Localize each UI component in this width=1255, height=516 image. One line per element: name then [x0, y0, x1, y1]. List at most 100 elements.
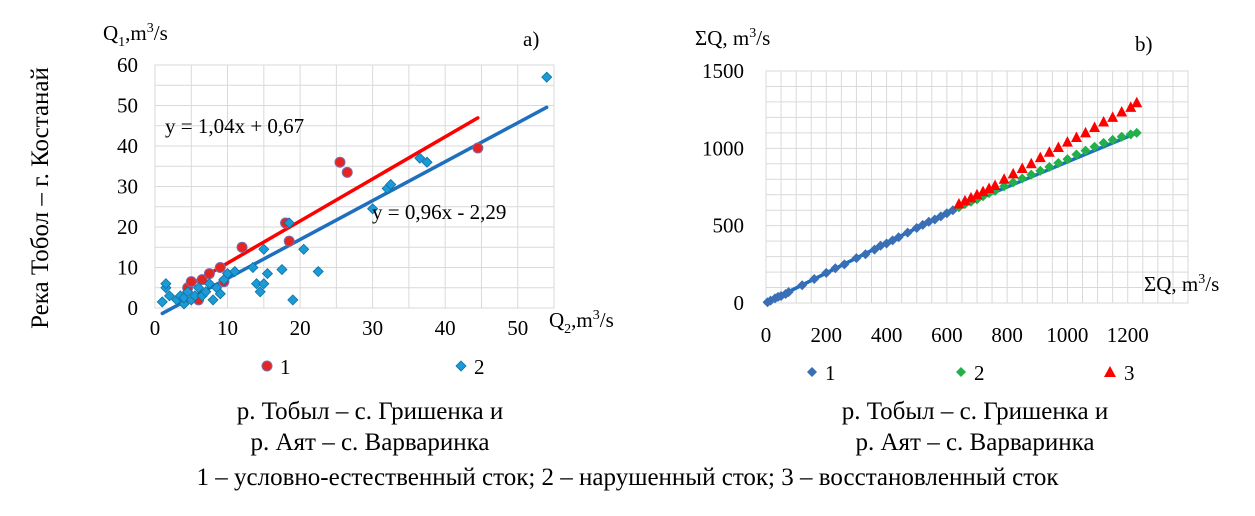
chart-b-point-series-3 [1034, 151, 1046, 163]
chart-b-point-series-3 [1007, 167, 1019, 179]
figure-footnote: 1 – условно-естественный сток; 2 – наруш… [196, 464, 1059, 491]
chart-a-point-series-2 [247, 261, 259, 274]
chart-a-xlabel-sub: 2 [564, 322, 571, 337]
chart-b-y-tick-label: 0 [734, 291, 745, 315]
chart-a-equation-1: y = 1,04x + 0,67 [165, 114, 304, 138]
chart-b-points [762, 96, 1143, 308]
chart-a-point-series-2 [385, 178, 397, 191]
chart-b-point-series-3 [1089, 121, 1101, 132]
chart-a-equation-2: y = 0,96x - 2,29 [372, 200, 506, 224]
chart-a-legend-label-1: 1 [280, 355, 291, 379]
chart-b-y-tick-labels: 0 500 1000 1500 [702, 59, 744, 315]
chart-b-point-series-2 [1026, 169, 1037, 180]
chart-b-legend-label-1: 1 [825, 361, 836, 385]
chart-a-point-series-2 [298, 243, 310, 255]
chart-b: 0 500 1000 1500 0 200 400 600 800 1000 1200 ΣQ, m… [695, 26, 1219, 385]
chart-a-points [156, 71, 553, 310]
chart-a-legend: 1 2 [261, 355, 485, 379]
chart-a-point-series-2 [200, 286, 212, 298]
chart-b-point-series-1 [851, 253, 862, 264]
chart-b-x-tick-labels: 0 200 400 600 800 1000 1200 [761, 323, 1149, 347]
chart-a-point-series-2 [182, 286, 194, 298]
chart-b-point-series-2 [1044, 161, 1055, 172]
chart-b-panel-label: b) [1135, 32, 1153, 56]
chart-b-point-series-1 [902, 227, 913, 238]
chart-b-x-tick-label: 1200 [1107, 323, 1149, 347]
chart-a-point-series-2 [414, 152, 426, 164]
chart-b-point-series-2 [1089, 141, 1100, 152]
chart-a-point-series-1 [472, 142, 484, 154]
chart-b-legend: 1 2 3 [807, 361, 1135, 385]
chart-a-point-series-2 [541, 71, 553, 83]
chart-b-ylabel-sup: 3 [749, 26, 756, 41]
chart-a-y-tick-label: 40 [117, 134, 138, 158]
chart-b-x-tick-label: 1000 [1046, 323, 1088, 347]
chart-a-x-tick-label: 50 [507, 316, 528, 340]
chart-b-x-tick-label: 0 [761, 323, 772, 347]
chart-a-point-series-2 [287, 294, 299, 306]
chart-b-ylabel-base: ΣQ, m [695, 26, 749, 50]
chart-a-point-series-2 [258, 243, 270, 255]
chart-a-x-tick-label: 20 [290, 316, 311, 340]
chart-b-legend-marker-2 [956, 367, 966, 377]
chart-a-y-tick-label: 0 [128, 296, 139, 320]
chart-b-point-series-3 [1107, 111, 1119, 122]
chart-b-point-series-3 [971, 188, 983, 200]
chart-b-point-series-1 [860, 249, 871, 260]
chart-a-legend-marker-2 [455, 360, 467, 372]
chart-b-point-series-1 [830, 263, 841, 274]
chart-a-point-series-1 [341, 166, 353, 178]
chart-a-y-tick-label: 20 [117, 215, 138, 239]
chart-a-point-series-1 [334, 156, 346, 168]
chart-b-xlabel-base: ΣQ, m [1144, 272, 1198, 296]
chart-b-point-series-2 [1131, 127, 1142, 138]
chart-b-point-series-3 [1016, 162, 1028, 173]
chart-a-point-series-2 [421, 156, 433, 168]
chart-a-x-tick-label: 30 [362, 316, 383, 340]
chart-b-xlabel-tail: /s [1205, 272, 1219, 296]
chart-a-point-series-2 [229, 265, 241, 278]
caption-b-line1: р. Тобыл – с. Гришенка и [841, 398, 1109, 425]
caption-b-line2: р. Аят – с. Варваринка [855, 429, 1095, 456]
chart-a-point-series-1 [203, 268, 215, 280]
chart-b-point-series-3 [983, 182, 995, 194]
chart-b-x-axis-label: ΣQ, m3/s [1144, 272, 1219, 296]
chart-b-point-series-3 [1098, 116, 1110, 127]
chart-a-x-tick-labels: 0 10 20 30 40 50 [150, 316, 528, 340]
chart-b-point-series-3 [953, 198, 965, 209]
chart-a-xlabel-tail: /s [600, 308, 614, 332]
chart-b-legend-marker-3 [1104, 366, 1116, 377]
chart-a-point-series-1 [283, 235, 295, 247]
chart-a-xlabel-sup: 3 [593, 308, 600, 323]
caption-a-line1: р. Тобыл – с. Гришенка и [236, 398, 504, 425]
chart-b-point-series-2 [1080, 145, 1091, 156]
chart-b-point-series-3 [1131, 96, 1143, 108]
chart-a-point-series-2 [189, 290, 201, 302]
chart-b-y-tick-label: 500 [713, 214, 745, 238]
chart-a-point-series-2 [250, 278, 263, 290]
chart-b-xlabel-sup: 3 [1198, 272, 1205, 287]
chart-a-y-axis-label: Q1,m3/s [103, 21, 168, 50]
chart-a-x-tick-label: 10 [217, 316, 238, 340]
chart-a-point-series-2 [207, 294, 219, 306]
chart-b-x-tick-label: 200 [811, 323, 843, 347]
chart-b-point-series-2 [1017, 173, 1028, 184]
chart-b-point-series-3 [1080, 126, 1092, 138]
chart-b-point-series-3 [1125, 101, 1137, 112]
chart-b-point-series-1 [839, 259, 850, 270]
chart-a-legend-label-2: 2 [474, 355, 485, 379]
chart-a-y-tick-label: 10 [117, 256, 138, 280]
chart-a-point-series-1 [236, 241, 248, 253]
chart-b-point-series-3 [989, 179, 1001, 190]
chart-a-point-series-2 [214, 288, 226, 300]
chart-b-point-series-3 [965, 191, 977, 203]
chart-b-ylabel-tail: /s [756, 26, 770, 50]
chart-b-legend-label-2: 2 [974, 361, 985, 385]
chart-a-point-series-2 [312, 265, 324, 278]
chart-a-x-tick-label: 0 [150, 316, 161, 340]
chart-a-xlabel-unit: ,m [571, 308, 593, 332]
chart-a-point-series-2 [156, 296, 168, 308]
chart-b-point-series-3 [977, 185, 989, 197]
